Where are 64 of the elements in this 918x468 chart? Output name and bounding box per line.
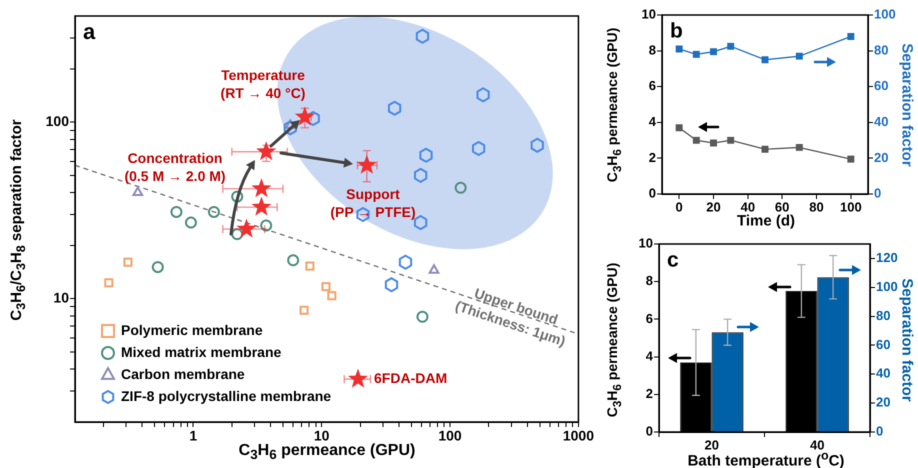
point (692, 136, 700, 144)
point (710, 48, 717, 56)
legend-label: Carbon membrane (121, 366, 245, 382)
x-tick-label: 80 (809, 199, 824, 214)
y-tick-label: 2 (646, 386, 653, 401)
y-tick-label: 6 (646, 310, 653, 326)
point (676, 124, 683, 132)
y2-tick-label: 100 (876, 278, 898, 294)
chart-title: a (83, 19, 96, 44)
y-tick-label: 4 (648, 114, 657, 129)
annotation: Concentration (0.5 M → 2.0 M) (124, 150, 226, 184)
y2-tick-label: 20 (874, 150, 888, 165)
x-tick-label: 0 (676, 199, 683, 214)
y-tick-label: 8 (648, 42, 656, 58)
x-axis-title: Time (d) (736, 212, 796, 230)
x-axis-title: C$_{3}$H$_{6}$ permeance (GPU) (238, 442, 416, 462)
y2-tick-label: 20 (876, 394, 890, 410)
point (727, 42, 734, 50)
annotation: Temperature (RT → 40 °C) (220, 66, 306, 101)
point (847, 33, 854, 40)
series-label: 6FDA-DAM (374, 370, 448, 386)
point (727, 136, 734, 144)
legend-label: Polymeric membrane (121, 322, 263, 338)
y2-axis-title: Separation factor (898, 43, 916, 167)
y2-tick-label: 120 (876, 250, 898, 266)
y2-tick-label: 80 (874, 42, 888, 58)
y2-tick-label: 100 (874, 6, 896, 22)
x-tick-label: 100 (840, 199, 862, 214)
chart-title: c (667, 248, 679, 272)
point (762, 146, 768, 153)
y2-tick-label: 60 (876, 336, 890, 352)
x-tick-label: 10 (314, 427, 330, 444)
point (692, 50, 700, 58)
y2-tick-label: 0 (874, 186, 882, 201)
y2-tick-label: 80 (876, 308, 890, 323)
point (847, 156, 854, 163)
x-tick-label: 20 (706, 199, 721, 214)
annotation: Support (PP → PTFE) (330, 186, 416, 220)
x-tick-label: 40 (740, 199, 756, 214)
x-tick-label: 1000 (562, 427, 594, 444)
x-tick-label: 20 (704, 437, 719, 452)
x-tick-label: 100 (438, 427, 462, 444)
y-tick-label: 4 (646, 348, 654, 364)
point (796, 52, 803, 60)
legend-label: ZIF-8 polycrystalline membrane (121, 388, 332, 404)
point (796, 144, 803, 151)
y-tick-label: 0 (648, 186, 656, 201)
point (676, 46, 683, 52)
x-tick-label: 1 (189, 427, 198, 444)
point (762, 56, 768, 64)
y-tick-label: 2 (648, 150, 656, 165)
y-tick-label: 8 (646, 273, 653, 288)
y-tick-label: 6 (648, 78, 656, 94)
y2-tick-label: 40 (874, 114, 888, 129)
y2-axis-title: Separation factor (898, 278, 916, 402)
y2-tick-label: 40 (876, 366, 890, 381)
point (710, 140, 717, 146)
y-tick-label: 10 (638, 236, 653, 251)
y-tick-label: 10 (642, 6, 656, 22)
y2-tick-label: 60 (874, 78, 888, 94)
chart-title: b (670, 19, 683, 42)
legend-label: Mixed matrix membrane (121, 344, 282, 360)
x-tick-label: 60 (774, 199, 790, 214)
x-tick-label: 40 (810, 437, 824, 452)
